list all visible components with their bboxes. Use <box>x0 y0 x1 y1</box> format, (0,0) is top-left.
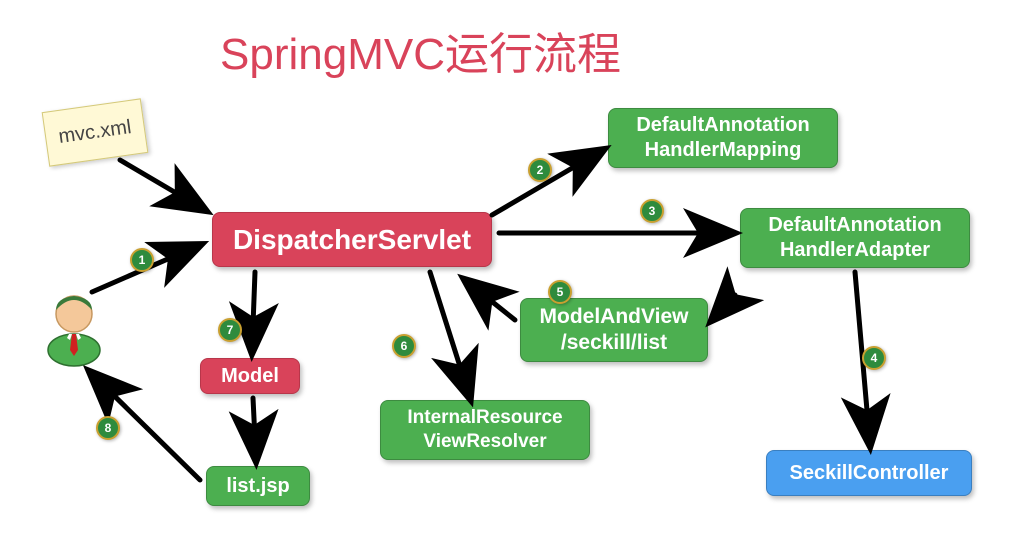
model-and-view-node: ModelAndView/seckill/list <box>520 298 708 362</box>
controller-node: SeckillController <box>766 450 972 496</box>
handler-adapter-node: DefaultAnnotationHandlerAdapter <box>740 208 970 268</box>
step-badge-2: 2 <box>528 158 552 182</box>
step-badge-6: 6 <box>392 334 416 358</box>
handler-mapping-node: DefaultAnnotationHandlerMapping <box>608 108 838 168</box>
listjsp-node: list.jsp <box>206 466 310 506</box>
step-badge-7: 7 <box>218 318 242 342</box>
model-node: Model <box>200 358 300 394</box>
step-badge-1: 1 <box>130 248 154 272</box>
step-badge-8: 8 <box>96 416 120 440</box>
step-badge-4: 4 <box>862 346 886 370</box>
dispatcher-servlet-node: DispatcherServlet <box>212 212 492 267</box>
step-badge-5: 5 <box>548 280 572 304</box>
diagram-title: SpringMVC运行流程 <box>220 18 621 82</box>
view-resolver-node: InternalResourceViewResolver <box>380 400 590 460</box>
user-icon <box>42 288 106 373</box>
mvcxml-node: mvc.xml <box>42 98 149 166</box>
step-badge-3: 3 <box>640 199 664 223</box>
